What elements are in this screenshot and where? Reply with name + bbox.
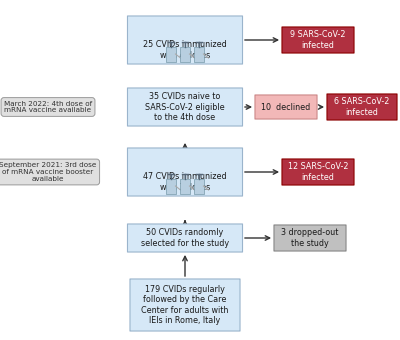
FancyBboxPatch shape [166, 178, 176, 193]
FancyBboxPatch shape [128, 224, 242, 252]
FancyBboxPatch shape [166, 47, 176, 62]
FancyBboxPatch shape [282, 159, 354, 185]
FancyBboxPatch shape [130, 279, 240, 331]
Text: 25 CVIDs immunized
with 4 doses: 25 CVIDs immunized with 4 doses [143, 40, 227, 60]
Text: 50 CVIDs randomly
selected for the study: 50 CVIDs randomly selected for the study [141, 228, 229, 248]
FancyBboxPatch shape [255, 95, 317, 119]
FancyBboxPatch shape [180, 47, 190, 62]
Text: 179 CVIDs regularly
followed by the Care
Center for adults with
IEIs in Rome, It: 179 CVIDs regularly followed by the Care… [141, 285, 229, 325]
FancyBboxPatch shape [282, 27, 354, 53]
FancyBboxPatch shape [128, 148, 242, 196]
Text: 35 CVIDs naive to
SARS-CoV-2 eligible
to the 4th dose: 35 CVIDs naive to SARS-CoV-2 eligible to… [145, 92, 225, 122]
Text: 47 CVIDs immunized
with 3 doses: 47 CVIDs immunized with 3 doses [143, 172, 227, 192]
Text: 12 SARS-CoV-2
infected: 12 SARS-CoV-2 infected [288, 162, 348, 182]
FancyBboxPatch shape [128, 88, 242, 126]
Text: September 2021: 3rd dose
of mRNA vaccine booster
available: September 2021: 3rd dose of mRNA vaccine… [0, 162, 97, 182]
Text: 9 SARS-CoV-2
infected: 9 SARS-CoV-2 infected [290, 30, 346, 50]
FancyBboxPatch shape [327, 94, 397, 120]
FancyBboxPatch shape [194, 47, 204, 62]
Text: 6 SARS-CoV-2
infected: 6 SARS-CoV-2 infected [334, 97, 390, 117]
FancyBboxPatch shape [128, 16, 242, 64]
Text: March 2022: 4th dose of
mRNA vaccine available: March 2022: 4th dose of mRNA vaccine ava… [4, 101, 92, 114]
FancyBboxPatch shape [274, 225, 346, 251]
FancyBboxPatch shape [180, 178, 190, 193]
Text: 10  declined: 10 declined [261, 102, 311, 112]
FancyBboxPatch shape [194, 178, 204, 193]
Text: 3 dropped-out
the study: 3 dropped-out the study [281, 228, 339, 248]
